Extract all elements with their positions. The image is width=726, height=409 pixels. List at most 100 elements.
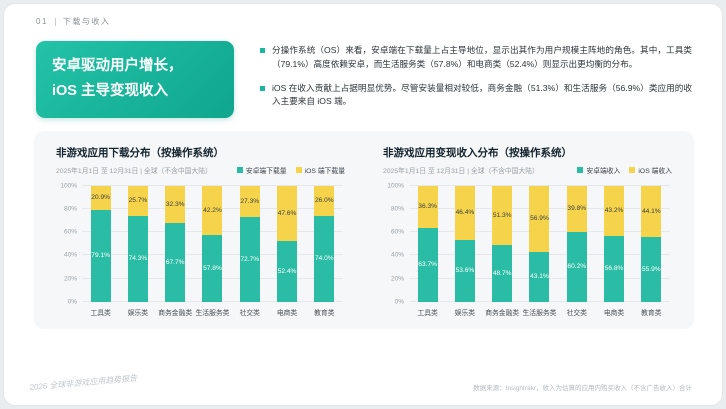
headline-line2: iOS 主导变现收入 xyxy=(52,83,169,100)
y-axis-tick: 60% xyxy=(63,228,77,236)
y-axis-tick: 0% xyxy=(394,298,404,306)
bullet-text: 分操作系统（OS）来看，安卓端在下载量上占主导地位，显示出其作为用户规模主阵地的… xyxy=(272,45,692,69)
bar-segment: 74.0% xyxy=(314,215,335,302)
bar-电商类: 56.8% 43.2% xyxy=(604,185,625,302)
downloads-distribution-chart: 非游戏应用下载分布（按操作系统） 2025年1月1日 至 12月31日 | 全球… xyxy=(56,145,345,317)
bar-电商类: 52.4% 47.6% xyxy=(277,185,298,302)
bar-segment: 60.2% xyxy=(566,231,587,302)
category-label: 电商类 xyxy=(276,309,298,317)
bar-segment: 25.7% xyxy=(127,185,148,216)
y-axis-tick: 40% xyxy=(63,251,77,259)
chart-legend: 安卓端下载量 iOS 端下载量 xyxy=(236,165,345,175)
chart-title: 非游戏应用下载分布（按操作系统） xyxy=(56,146,224,159)
bar-社交类: 72.7% 27.3% xyxy=(239,185,260,302)
plot: 0% 20% 40% 60% 80% 100% 63.7% 36.3% 53.6% 46.4% 48… xyxy=(387,182,670,317)
chart-subrow: 2025年1月1日 至 12月31日 | 全球（不含中国大陆） 安卓端下载量 iO… xyxy=(56,165,345,175)
bar-segment: 47.6% xyxy=(277,185,298,241)
gridline xyxy=(82,184,343,186)
legend-item: 安卓端收入 xyxy=(577,165,620,175)
bar-segment: 74.3% xyxy=(127,215,148,302)
category-label: 商务金融类 xyxy=(485,309,520,317)
legend-label: 安卓端下载量 xyxy=(245,167,287,175)
gridline xyxy=(409,184,670,186)
bar-segment: 43.2% xyxy=(604,185,625,236)
category-label: 娱乐类 xyxy=(127,309,149,317)
bar-segment: 48.7% xyxy=(492,245,513,302)
section-title: 下载与收入 xyxy=(62,17,111,26)
bar-segment: 27.3% xyxy=(239,185,260,218)
chart-subtitle: 2025年1月1日 至 12月31日 | 全球（不含中国大陆） xyxy=(383,167,539,175)
legend-swatch-icon xyxy=(577,166,584,173)
bar-segment: 26.0% xyxy=(314,185,335,216)
bullet-marker-icon xyxy=(260,85,265,91)
category-label: 教育类 xyxy=(314,309,335,317)
legend-label: 安卓端收入 xyxy=(586,167,621,175)
plot: 0% 20% 40% 60% 80% 100% 79.1% 20.9% 74.3% 25.7% 67… xyxy=(60,182,343,317)
bars: 79.1% 20.9% 74.3% 25.7% 67.7% 32.3% 57.8% 42.2%… xyxy=(82,185,343,302)
y-axis-tick: 20% xyxy=(63,275,77,283)
section-header: 01 下载与收入 xyxy=(4,4,722,27)
bar-教育类: 74.0% 26.0% xyxy=(314,185,335,302)
bar-segment: 20.9% xyxy=(90,185,111,210)
x-axis-labels: 工具类 娱乐类 商务金融类 生活服务类 社交类 电商类 教育类 xyxy=(409,307,670,317)
bar-生活服务类: 57.8% 42.2% xyxy=(202,185,223,302)
bullet-item-revenue: iOS 在收入贡献上占据明显优势。尽管安装量相对较低，商务金融（51.3%）和生… xyxy=(260,82,692,110)
category-label: 生活服务类 xyxy=(195,309,230,317)
y-axis-tick: 60% xyxy=(390,228,404,236)
bar-segment: 46.4% xyxy=(454,185,475,240)
legend-swatch-icon xyxy=(236,166,243,173)
data-source-note: 数据来源：Insightrakr，收入为估算的应用内购买收入（不含广告收入）合计 xyxy=(473,385,692,392)
bar-工具类: 79.1% 20.9% xyxy=(90,185,111,302)
headline-line1: 安卓驱动用户增长， xyxy=(52,58,183,74)
report-watermark: 2026 全球非游戏应用趋势报告 xyxy=(29,373,138,393)
y-axis-tick: 80% xyxy=(63,205,77,213)
bar-工具类: 63.7% 36.3% xyxy=(417,185,438,302)
category-label: 教育类 xyxy=(641,309,662,317)
bar-娱乐类: 74.3% 25.7% xyxy=(127,185,148,302)
legend-item: iOS 端下载量 xyxy=(295,165,345,175)
category-label: 社交类 xyxy=(239,309,260,317)
category-label: 工具类 xyxy=(90,309,111,317)
x-axis-labels: 工具类 娱乐类 商务金融类 生活服务类 社交类 电商类 教育类 xyxy=(82,307,343,317)
legend-label: iOS 端下载量 xyxy=(304,167,345,175)
bullet-text: iOS 在收入贡献上占据明显优势。尽管安装量相对较低，商务金融（51.3%）和生… xyxy=(272,82,692,107)
bar-segment: 67.7% xyxy=(165,223,186,302)
bar-segment: 44.1% xyxy=(641,185,662,237)
category-label: 工具类 xyxy=(417,309,438,317)
bar-娱乐类: 53.6% 46.4% xyxy=(454,185,475,302)
key-findings: 分操作系统（OS）来看，安卓端在下载量上占主导地位，显示出其作为用户规模主阵地的… xyxy=(260,41,692,118)
summary-row: 安卓驱动用户增长， iOS 主导变现收入 分操作系统（OS）来看，安卓端在下载量… xyxy=(4,27,722,118)
bullet-item-downloads: 分操作系统（OS）来看，安卓端在下载量上占主导地位，显示出其作为用户规模主阵地的… xyxy=(260,44,692,72)
bar-segment: 42.2% xyxy=(202,185,223,235)
legend-swatch-icon xyxy=(629,166,636,173)
category-label: 商务金融类 xyxy=(158,309,193,317)
headline-card: 安卓驱动用户增长， iOS 主导变现收入 xyxy=(36,41,234,118)
header-divider xyxy=(54,17,56,26)
bar-生活服务类: 43.1% 56.9% xyxy=(529,185,550,302)
bar-segment: 63.7% xyxy=(417,227,438,302)
bars: 63.7% 36.3% 53.6% 46.4% 48.7% 51.3% 43.1% 56.9%… xyxy=(409,185,670,302)
chart-subtitle: 2025年1月1日 至 12月31日 | 全球（不含中国大陆） xyxy=(56,167,212,175)
chart-legend: 安卓端收入 iOS 端收入 xyxy=(577,165,672,175)
section-number: 01 xyxy=(36,17,48,26)
category-label: 生活服务类 xyxy=(522,309,557,317)
chart-subrow: 2025年1月1日 至 12月31日 | 全球（不含中国大陆） 安卓端收入 iOS… xyxy=(383,165,672,175)
category-label: 娱乐类 xyxy=(454,309,476,317)
chart-title: 非游戏应用变现收入分布（按操作系统） xyxy=(383,146,572,159)
y-axis-tick: 100% xyxy=(387,182,404,190)
bar-segment: 39.8% xyxy=(566,185,587,232)
legend-label: iOS 端收入 xyxy=(638,167,672,175)
y-axis-tick: 40% xyxy=(390,251,404,259)
bar-segment: 55.9% xyxy=(641,236,662,302)
y-axis-tick: 80% xyxy=(390,205,404,213)
bar-segment: 32.3% xyxy=(165,185,186,224)
bar-segment: 79.1% xyxy=(90,210,111,302)
bar-segment: 36.3% xyxy=(417,185,438,228)
plot-area: 0% 20% 40% 60% 80% 100% 79.1% 20.9% 74.3% 25.7% 67… xyxy=(60,182,343,305)
bar-segment: 53.6% xyxy=(454,239,475,302)
bar-segment: 43.1% xyxy=(529,251,550,302)
bar-商务金融类: 67.7% 32.3% xyxy=(165,185,186,302)
y-axis-tick: 100% xyxy=(60,182,77,190)
charts-panel: 非游戏应用下载分布（按操作系统） 2025年1月1日 至 12月31日 | 全球… xyxy=(34,130,694,329)
bar-segment: 56.9% xyxy=(529,185,550,252)
